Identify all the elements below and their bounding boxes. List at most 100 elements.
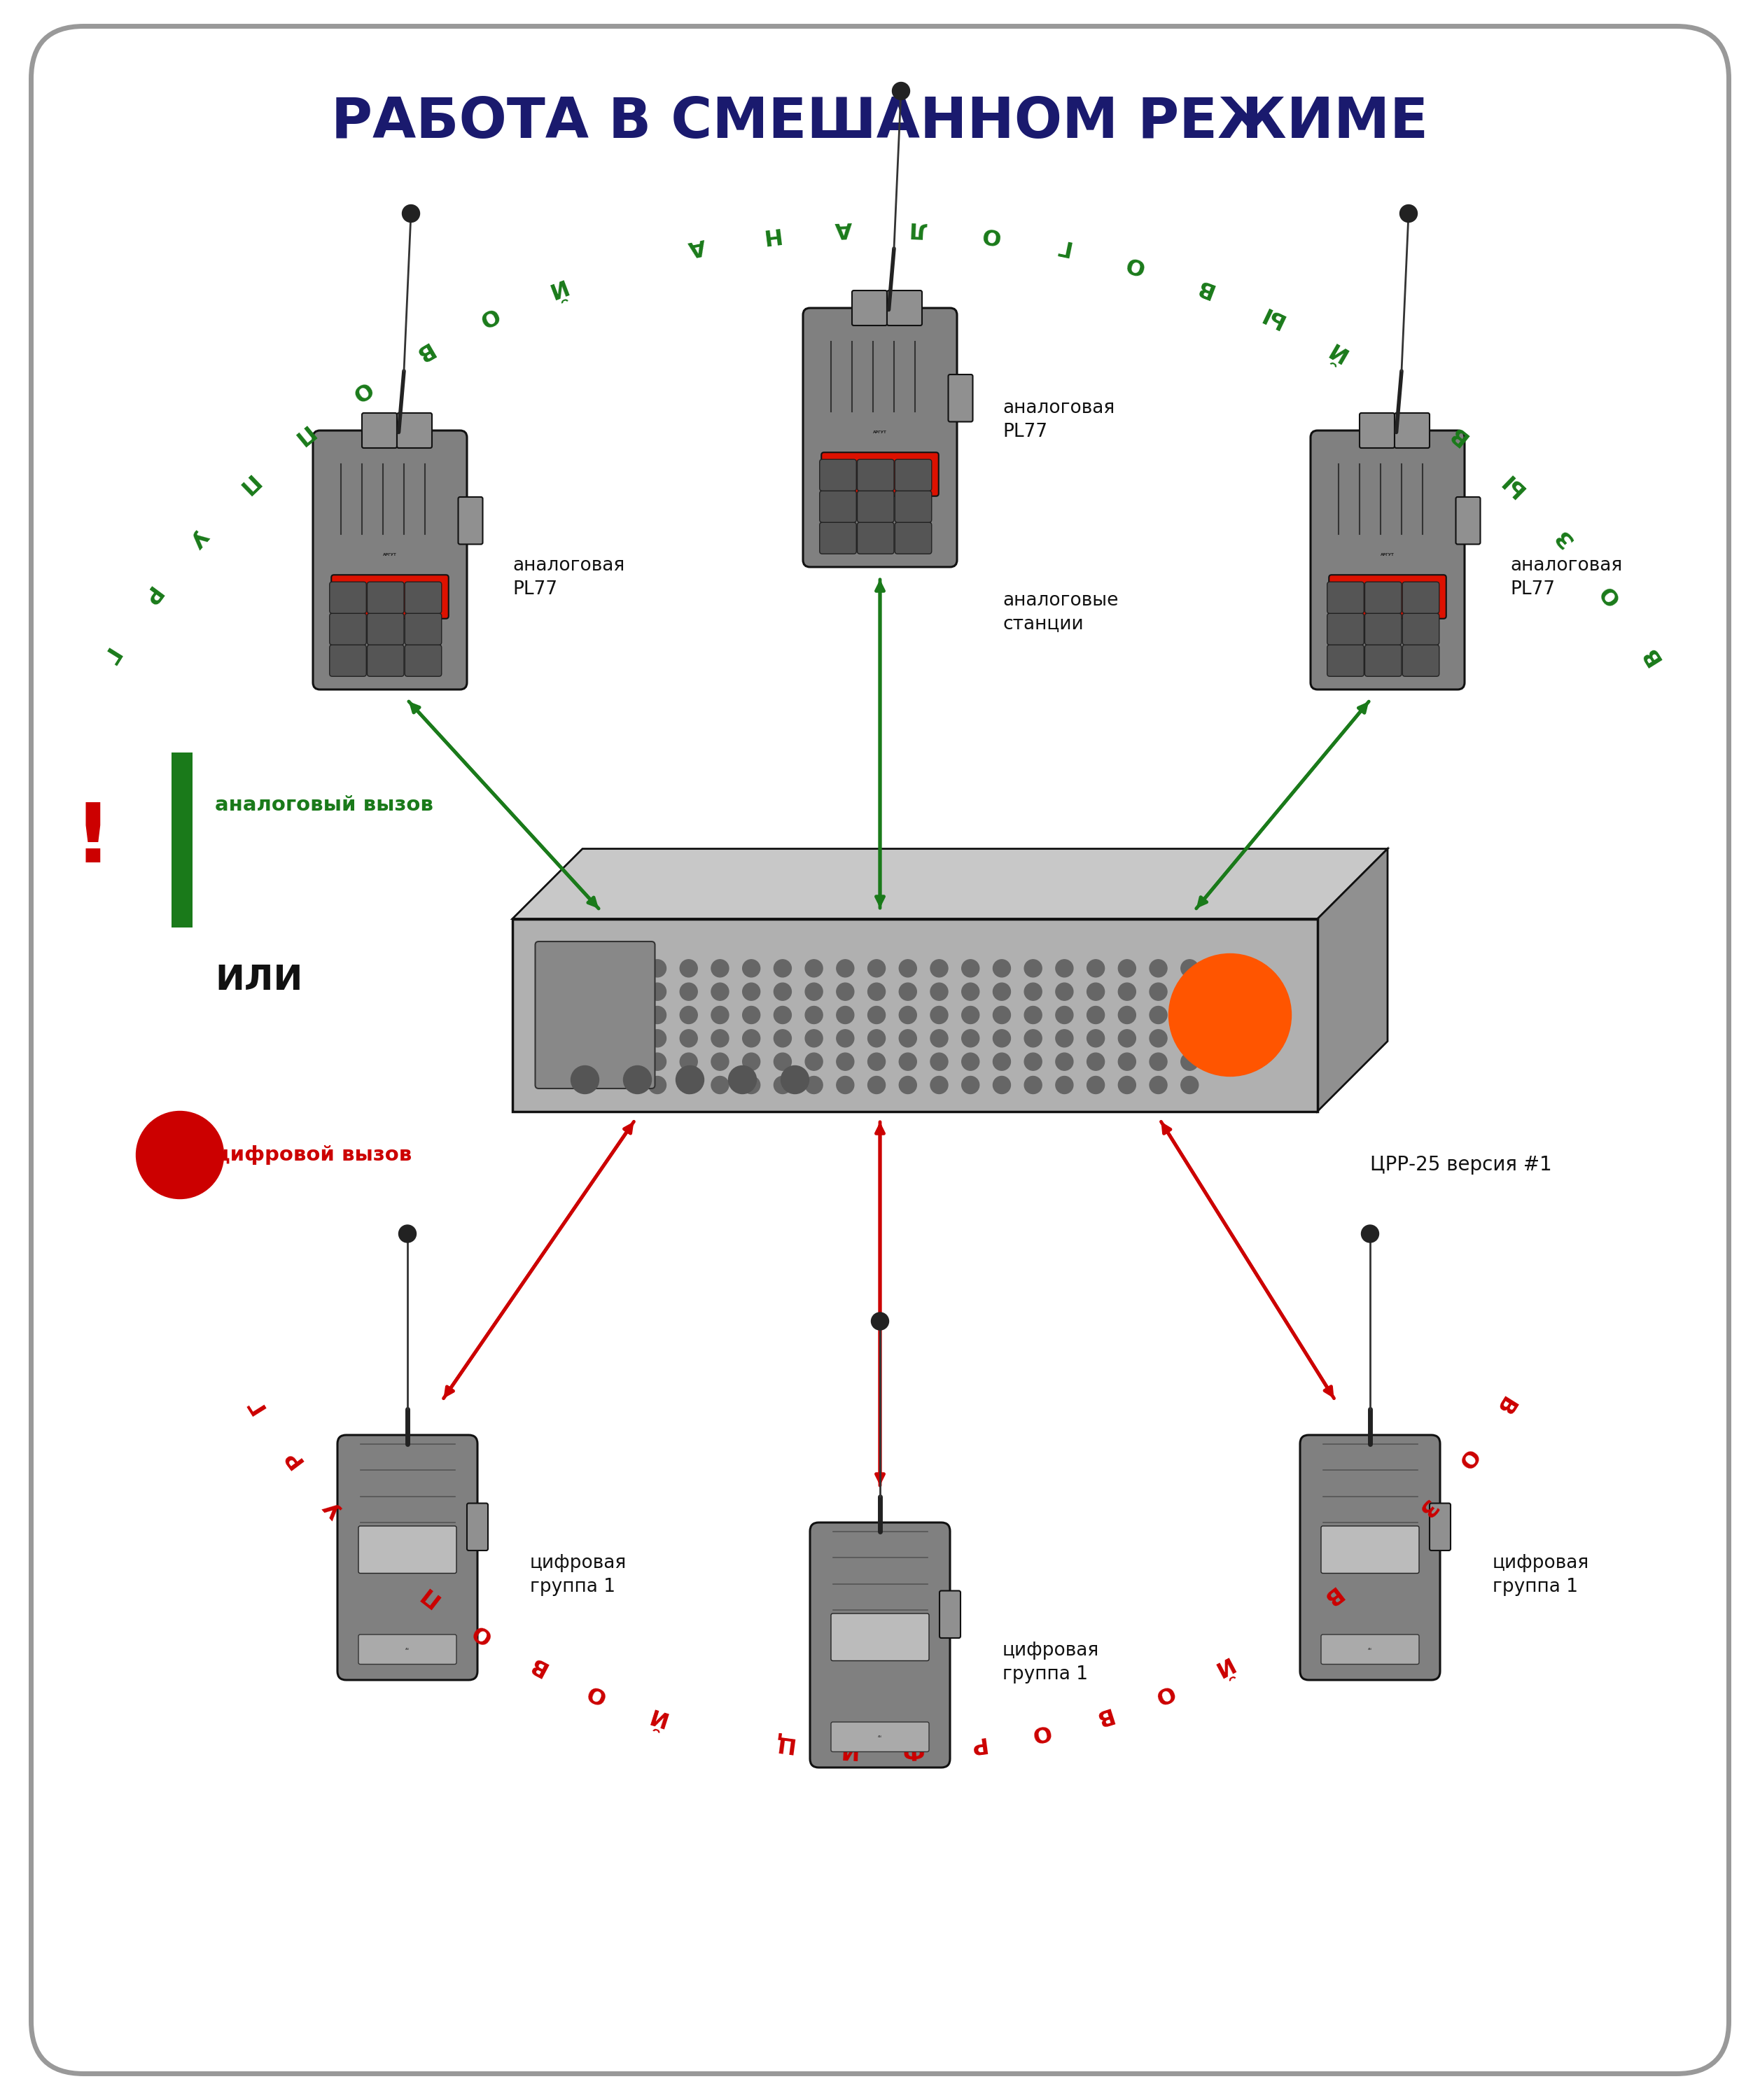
Circle shape [774,983,792,1000]
Circle shape [804,1052,822,1071]
Circle shape [1149,1006,1167,1025]
Circle shape [931,1006,949,1025]
Circle shape [1149,1075,1167,1094]
FancyBboxPatch shape [820,523,857,554]
Circle shape [836,960,854,976]
Text: В: В [410,336,435,365]
FancyBboxPatch shape [331,575,449,620]
Circle shape [679,1052,697,1071]
Circle shape [993,1006,1010,1025]
Text: Г: Г [95,643,121,668]
Circle shape [623,1067,651,1094]
Text: А: А [834,216,852,239]
Text: Ы: Ы [1364,1537,1396,1569]
Circle shape [868,983,885,1000]
FancyBboxPatch shape [329,645,366,676]
Text: Н: Н [759,223,780,246]
Circle shape [1149,1029,1167,1048]
Text: AN: AN [405,1648,410,1651]
Text: В: В [1318,1581,1345,1609]
FancyBboxPatch shape [1329,575,1447,620]
Circle shape [1024,960,1042,976]
Circle shape [676,1067,704,1094]
Circle shape [931,960,949,976]
FancyBboxPatch shape [857,460,894,491]
FancyBboxPatch shape [1364,645,1401,676]
Circle shape [993,1029,1010,1048]
Circle shape [400,1224,415,1243]
FancyBboxPatch shape [887,290,922,326]
Circle shape [961,960,979,976]
Circle shape [1118,1052,1135,1071]
Circle shape [868,1052,885,1071]
FancyBboxPatch shape [949,374,973,422]
Circle shape [1149,960,1167,976]
FancyBboxPatch shape [1322,1634,1419,1663]
Text: Ц: Ц [771,1732,796,1756]
Circle shape [836,1029,854,1048]
Circle shape [1024,983,1042,1000]
Polygon shape [512,848,1387,920]
FancyBboxPatch shape [822,451,938,496]
Circle shape [1088,1052,1105,1071]
Circle shape [781,1067,810,1094]
FancyBboxPatch shape [359,1527,456,1573]
Text: АРГУТ: АРГУТ [384,552,396,556]
FancyBboxPatch shape [894,460,931,491]
Text: З: З [1412,1495,1440,1520]
Circle shape [899,1006,917,1025]
Text: О: О [347,376,375,405]
FancyBboxPatch shape [368,582,405,613]
Circle shape [649,1052,665,1071]
FancyBboxPatch shape [1394,414,1429,447]
Circle shape [899,983,917,1000]
Text: аналоговая
PL77: аналоговая PL77 [1003,399,1114,441]
Circle shape [1088,983,1105,1000]
Text: Р: Р [968,1732,986,1756]
Text: О: О [980,223,1001,246]
Text: П: П [287,420,317,449]
Circle shape [868,960,885,976]
Text: З: З [1551,525,1577,550]
Circle shape [679,1006,697,1025]
Circle shape [804,1006,822,1025]
Circle shape [899,1052,917,1071]
Text: Л: Л [906,216,926,239]
Circle shape [961,1052,979,1071]
Circle shape [136,1111,224,1199]
Text: Р: Р [280,1445,306,1470]
Circle shape [1118,1006,1135,1025]
Circle shape [1056,1029,1074,1048]
Text: У: У [320,1493,348,1520]
Circle shape [774,1006,792,1025]
FancyBboxPatch shape [1359,414,1394,447]
Text: АРГУТ: АРГУТ [1380,552,1394,556]
Text: Ы: Ы [1498,468,1529,500]
Circle shape [993,960,1010,976]
Circle shape [649,960,665,976]
Text: П: П [232,470,260,498]
Text: Й: Й [1209,1651,1236,1680]
Text: П: П [366,1539,394,1569]
Circle shape [1149,983,1167,1000]
Circle shape [1088,960,1105,976]
Circle shape [1169,953,1292,1075]
Text: цифровая
группа 1: цифровая группа 1 [530,1554,627,1596]
Circle shape [774,1052,792,1071]
FancyBboxPatch shape [940,1592,961,1638]
FancyBboxPatch shape [1322,1527,1419,1573]
Text: Й: Й [544,273,568,300]
Circle shape [899,960,917,976]
Circle shape [804,983,822,1000]
Circle shape [1024,1052,1042,1071]
Circle shape [836,1075,854,1094]
Text: О: О [1030,1720,1052,1745]
FancyBboxPatch shape [405,582,442,613]
Circle shape [711,1075,729,1094]
FancyBboxPatch shape [368,645,405,676]
FancyBboxPatch shape [1456,498,1480,544]
Text: аналоговая
PL77: аналоговая PL77 [512,556,625,598]
FancyBboxPatch shape [1403,582,1440,613]
Circle shape [1118,960,1135,976]
Text: О: О [1596,580,1624,609]
